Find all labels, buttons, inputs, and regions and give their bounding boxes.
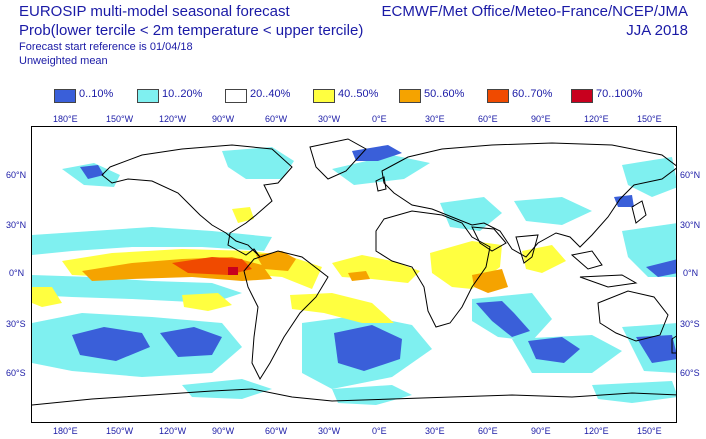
legend-label: 0..10% — [79, 88, 114, 100]
lon-tick-label: 120°E — [584, 114, 609, 124]
legend-swatch — [54, 89, 76, 103]
legend-swatch — [487, 89, 509, 103]
lon-tick-label: 90°E — [531, 426, 551, 436]
lon-tick-label: 180°E — [53, 426, 78, 436]
lon-tick-label: 30°E — [425, 426, 445, 436]
season-label: JJA 2018 — [626, 22, 688, 39]
lon-tick-label: 0°E — [372, 426, 387, 436]
lon-tick-label: 120°W — [159, 114, 187, 124]
lat-tick-label: 30°S — [680, 319, 700, 329]
lon-tick-label: 90°W — [212, 426, 235, 436]
legend-label: 50..60% — [424, 88, 465, 100]
band-0-10 — [72, 145, 676, 371]
lon-tick-label: 120°E — [584, 426, 609, 436]
lat-tick-label: 60°N — [6, 170, 27, 180]
provider-title: ECMWF/Met Office/Meteo-France/NCEP/JMA — [381, 3, 688, 20]
legend-label: 70..100% — [596, 88, 643, 100]
lat-tick-label: 0°N — [9, 268, 25, 278]
legend-swatch — [571, 89, 593, 103]
map-subtitle: Prob(lower tercile < 2m temperature < up… — [19, 22, 364, 39]
lon-tick-label: 60°W — [265, 114, 288, 124]
legend-label: 40..50% — [338, 88, 379, 100]
lon-tick-label: 60°W — [265, 426, 288, 436]
lat-tick-label: 60°N — [680, 170, 701, 180]
lat-tick-label: 60°S — [680, 368, 700, 378]
lon-tick-label: 60°E — [478, 114, 498, 124]
lon-tick-label: 120°W — [159, 426, 187, 436]
legend-swatch — [313, 89, 335, 103]
lon-tick-label: 30°E — [425, 114, 445, 124]
lat-tick-label: 30°N — [6, 220, 27, 230]
map-title: EUROSIP multi-model seasonal forecast — [19, 3, 290, 20]
weighting-note: Unweighted mean — [19, 55, 108, 67]
lon-tick-label: 90°E — [531, 114, 551, 124]
legend-label: 60..70% — [512, 88, 553, 100]
legend-label: 20..40% — [250, 88, 291, 100]
lon-tick-label: 60°E — [478, 426, 498, 436]
lon-tick-label: 30°W — [318, 426, 341, 436]
lon-tick-label: 90°W — [212, 114, 235, 124]
lat-tick-label: 30°N — [680, 220, 701, 230]
legend-swatch — [137, 89, 159, 103]
lon-tick-label: 150°W — [106, 426, 134, 436]
lat-tick-label: 0°N — [683, 268, 699, 278]
world-map — [31, 126, 677, 423]
lon-tick-label: 180°E — [53, 114, 78, 124]
lon-tick-label: 150°E — [637, 114, 662, 124]
lon-tick-label: 150°W — [106, 114, 134, 124]
probability-map — [32, 138, 676, 406]
legend-swatch — [399, 89, 421, 103]
lat-tick-label: 60°S — [6, 368, 26, 378]
legend-swatch — [225, 89, 247, 103]
coastlines — [32, 138, 676, 406]
lon-tick-label: 30°W — [318, 114, 341, 124]
lat-tick-label: 30°S — [6, 319, 26, 329]
lon-tick-label: 0°E — [372, 114, 387, 124]
band-70-100 — [228, 267, 238, 275]
forecast-ref: Forecast start reference is 01/04/18 — [19, 41, 193, 53]
lon-tick-label: 150°E — [637, 426, 662, 436]
legend-label: 10..20% — [162, 88, 203, 100]
